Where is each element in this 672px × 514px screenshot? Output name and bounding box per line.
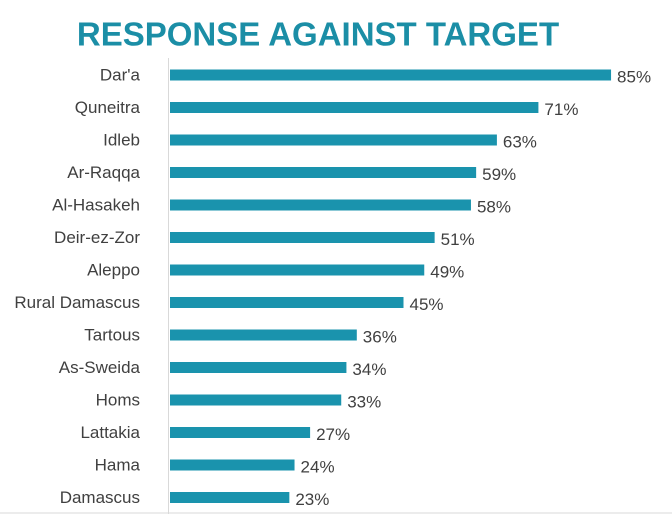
bar [170,69,612,81]
bar [170,102,539,113]
data-label: 23% [295,490,329,509]
bar [170,362,347,373]
y-tick-label: Rural Damascus [14,293,140,312]
bar [170,492,290,503]
bar [170,167,477,178]
data-label: 33% [347,392,381,411]
bar [170,427,311,438]
y-tick-label: Deir-ez-Zor [54,228,140,247]
bar [170,394,342,406]
data-label: 85% [617,67,651,86]
y-tick-label: Lattakia [80,423,140,442]
data-label: 49% [430,262,464,281]
y-tick-label: Hama [95,455,141,474]
data-label: 71% [544,100,578,119]
data-label: 24% [301,457,335,476]
y-tick-label: As-Sweida [59,358,141,377]
y-tick-label: Idleb [103,130,140,149]
data-label: 36% [363,327,397,346]
y-tick-label: Tartous [84,325,140,344]
bar [170,264,425,276]
data-label: 51% [441,230,475,249]
y-tick-label: Dar'a [100,65,141,84]
bar [170,329,357,341]
data-label: 27% [316,425,350,444]
data-label: 63% [503,132,537,151]
bar [170,459,295,471]
chart-title: RESPONSE AGAINST TARGET [77,16,559,53]
y-tick-label: Damascus [60,488,140,507]
y-tick-label: Quneitra [75,98,141,117]
data-label: 45% [410,295,444,314]
data-label: 58% [477,197,511,216]
bar [170,134,497,146]
y-tick-label: Homs [96,390,140,409]
data-label: 34% [352,360,386,379]
bar [170,297,404,308]
y-tick-label: Al-Hasakeh [52,195,140,214]
y-tick-label: Aleppo [87,260,140,279]
bar [170,199,471,211]
bar [170,232,435,243]
y-tick-label: Ar-Raqqa [67,163,140,182]
data-label: 59% [482,165,516,184]
